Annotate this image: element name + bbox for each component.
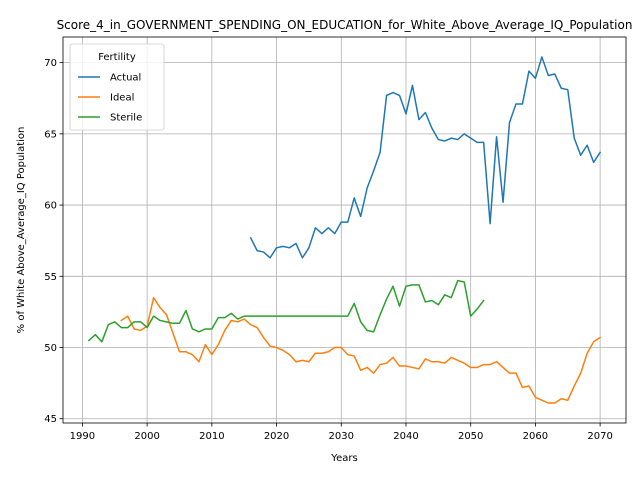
y-axis-label: % of White Above_Average_IQ Population [16,127,27,334]
axis-ticks: 1990 2000 2010 2020 2030 2040 2050 2060 2070 45 50… [44,58,613,442]
grid [63,37,626,423]
x-tick-label: 2010 [199,431,224,442]
x-tick-label: 2020 [264,431,289,442]
series-line-sterile [87,279,485,343]
series-lines [87,56,602,404]
x-axis-label: Years [330,453,357,464]
legend-label-sterile: Sterile [110,113,142,124]
legend-title: Fertility [98,52,136,63]
series-line-actual [249,56,602,259]
x-tick-label: 2060 [523,431,548,442]
y-tick-label: 70 [44,58,57,69]
legend-label-actual: Actual [110,73,141,84]
x-tick-label: 1990 [70,431,95,442]
x-tick-label: 2070 [587,431,612,442]
y-tick-label: 45 [44,414,57,425]
x-tick-label: 2050 [458,431,483,442]
legend-entries: Actual Ideal Sterile [78,73,142,124]
legend: Fertility Actual Ideal Sterile [69,43,165,131]
x-tick-label: 2000 [134,431,159,442]
legend-label-ideal: Ideal [110,93,134,104]
x-tick-label: 2030 [329,431,354,442]
plot-area-frame [62,36,627,424]
y-tick-label: 50 [44,343,57,354]
y-tick-label: 60 [44,201,57,212]
x-tick-label: 2040 [393,431,418,442]
legend-box [69,43,165,131]
chart-title: Score_4_in_GOVERNMENT_SPENDING_ON_EDUCAT… [57,18,633,32]
y-tick-label: 55 [44,272,57,283]
y-tick-label: 65 [44,129,57,140]
series-line-ideal [120,296,602,404]
